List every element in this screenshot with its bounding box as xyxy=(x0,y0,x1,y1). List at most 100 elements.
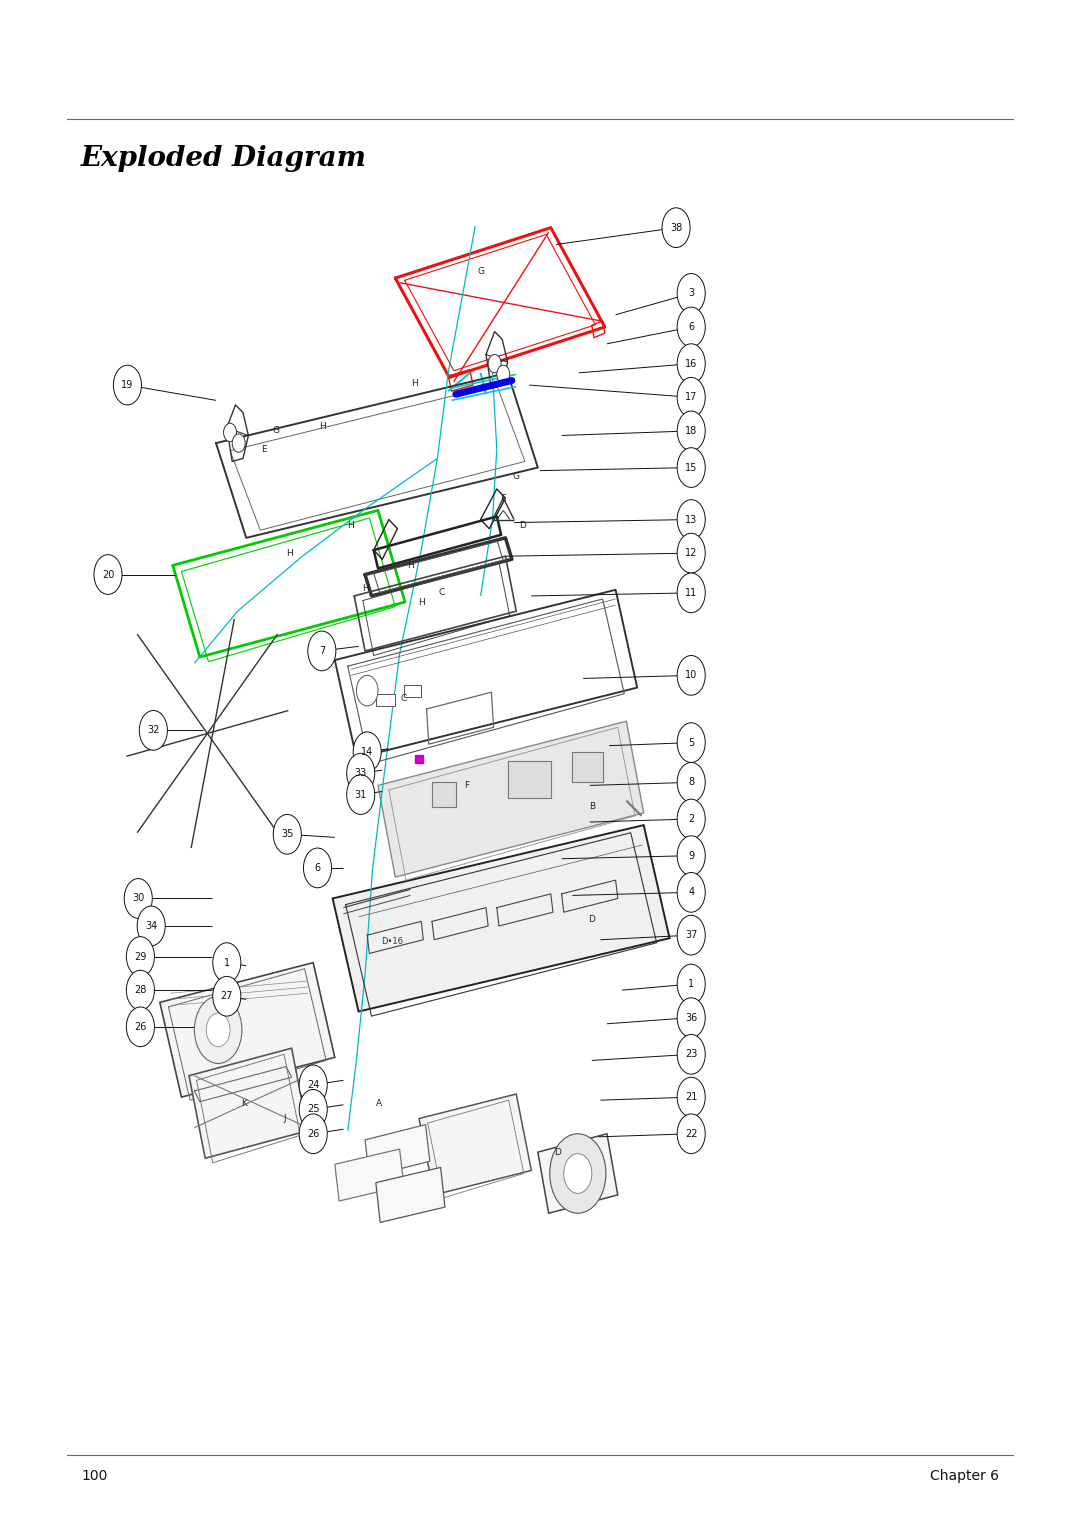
Text: 13: 13 xyxy=(685,515,698,524)
Polygon shape xyxy=(538,1134,618,1213)
Text: 5: 5 xyxy=(688,738,694,747)
Text: D: D xyxy=(519,521,526,530)
Circle shape xyxy=(113,365,141,405)
Text: 27: 27 xyxy=(220,992,233,1001)
Circle shape xyxy=(677,656,705,695)
Text: 35: 35 xyxy=(281,830,294,839)
Circle shape xyxy=(299,1114,327,1154)
Text: 14: 14 xyxy=(361,747,374,756)
Circle shape xyxy=(299,1089,327,1129)
Text: 100: 100 xyxy=(81,1468,107,1484)
Circle shape xyxy=(94,555,122,594)
Circle shape xyxy=(677,723,705,762)
Circle shape xyxy=(213,976,241,1016)
Circle shape xyxy=(126,1007,154,1047)
Circle shape xyxy=(224,423,237,442)
Text: D: D xyxy=(554,1148,561,1157)
Circle shape xyxy=(232,434,245,452)
Text: J: J xyxy=(284,1114,286,1123)
Text: 9: 9 xyxy=(688,851,694,860)
FancyBboxPatch shape xyxy=(432,782,456,807)
Polygon shape xyxy=(378,721,644,877)
Polygon shape xyxy=(335,1149,404,1201)
Text: 16: 16 xyxy=(685,359,698,368)
Circle shape xyxy=(677,998,705,1038)
Text: 17: 17 xyxy=(685,393,698,402)
Text: H: H xyxy=(407,561,414,570)
Text: E: E xyxy=(260,445,267,454)
Text: H: H xyxy=(286,549,293,558)
Circle shape xyxy=(677,799,705,839)
Circle shape xyxy=(662,208,690,248)
Circle shape xyxy=(677,1077,705,1117)
Text: K: K xyxy=(241,1099,247,1108)
Polygon shape xyxy=(419,1094,531,1195)
FancyBboxPatch shape xyxy=(404,685,421,697)
Circle shape xyxy=(299,1065,327,1105)
Text: D•16: D•16 xyxy=(381,937,403,946)
Circle shape xyxy=(677,274,705,313)
Circle shape xyxy=(677,915,705,955)
Text: G: G xyxy=(477,267,484,277)
Text: 7: 7 xyxy=(319,646,325,656)
Text: 37: 37 xyxy=(685,931,698,940)
FancyBboxPatch shape xyxy=(508,761,551,798)
Text: 8: 8 xyxy=(688,778,694,787)
Text: G: G xyxy=(513,472,519,481)
Text: 22: 22 xyxy=(685,1129,698,1138)
Text: H: H xyxy=(411,379,418,388)
Circle shape xyxy=(308,631,336,671)
Text: G: G xyxy=(273,426,280,435)
FancyBboxPatch shape xyxy=(376,694,395,706)
Text: 21: 21 xyxy=(685,1093,698,1102)
Text: 4: 4 xyxy=(688,888,694,897)
Text: 36: 36 xyxy=(685,1013,698,1022)
Text: 34: 34 xyxy=(145,921,158,931)
Text: 6: 6 xyxy=(314,863,321,872)
Circle shape xyxy=(677,377,705,417)
Circle shape xyxy=(564,1154,592,1193)
Text: Chapter 6: Chapter 6 xyxy=(930,1468,999,1484)
Text: E: E xyxy=(500,494,507,503)
Circle shape xyxy=(550,1134,606,1213)
Text: 32: 32 xyxy=(147,726,160,735)
Circle shape xyxy=(488,354,501,373)
Text: 20: 20 xyxy=(102,570,114,579)
Text: 1: 1 xyxy=(224,958,230,967)
Polygon shape xyxy=(376,1167,445,1222)
Text: 3: 3 xyxy=(688,289,694,298)
Circle shape xyxy=(273,814,301,854)
Polygon shape xyxy=(160,963,335,1097)
Text: H: H xyxy=(348,521,354,530)
Circle shape xyxy=(677,1034,705,1074)
Circle shape xyxy=(139,711,167,750)
Text: 26: 26 xyxy=(307,1129,320,1138)
Text: 6: 6 xyxy=(688,322,694,332)
Circle shape xyxy=(677,411,705,451)
Text: F: F xyxy=(464,781,469,790)
Text: C: C xyxy=(438,588,445,597)
Circle shape xyxy=(677,533,705,573)
Text: 11: 11 xyxy=(685,588,698,597)
Circle shape xyxy=(124,879,152,918)
Circle shape xyxy=(677,448,705,487)
Text: 30: 30 xyxy=(132,894,145,903)
Circle shape xyxy=(303,848,332,888)
Text: 19: 19 xyxy=(121,380,134,390)
Text: 33: 33 xyxy=(354,769,367,778)
Text: H: H xyxy=(418,597,424,607)
Text: 2: 2 xyxy=(688,814,694,824)
Text: Exploded Diagram: Exploded Diagram xyxy=(81,145,367,173)
Text: 38: 38 xyxy=(670,223,683,232)
Circle shape xyxy=(137,906,165,946)
FancyBboxPatch shape xyxy=(572,752,603,782)
Text: 29: 29 xyxy=(134,952,147,961)
Text: B: B xyxy=(589,802,595,811)
Circle shape xyxy=(677,872,705,912)
Circle shape xyxy=(206,1013,230,1047)
Text: H: H xyxy=(320,422,326,431)
Text: 1: 1 xyxy=(688,979,694,989)
Circle shape xyxy=(347,775,375,814)
Circle shape xyxy=(677,500,705,539)
Text: A: A xyxy=(376,1099,382,1108)
